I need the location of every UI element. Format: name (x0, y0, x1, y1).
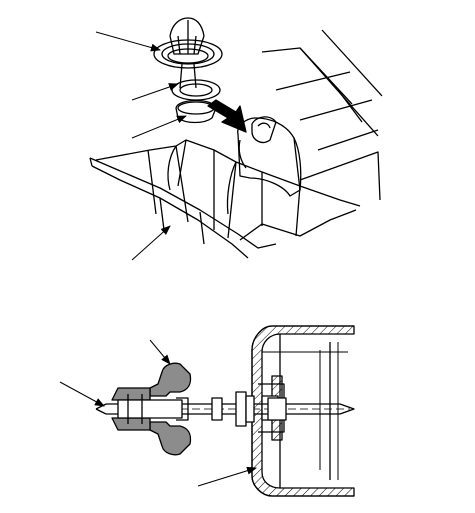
callout-leader (131, 83, 179, 101)
callout-leader (149, 339, 171, 365)
housing-section (251, 325, 355, 497)
panel-body (89, 139, 361, 259)
lower-figure (59, 325, 355, 497)
housing-panel (261, 29, 383, 201)
callout-leader (197, 466, 257, 487)
callout-leader (95, 31, 161, 52)
callout-leader (131, 225, 171, 261)
callout-leader (131, 115, 187, 139)
insertion-arrow (207, 99, 247, 133)
lower-callouts (59, 339, 257, 487)
mounting-boss (237, 116, 302, 197)
upper-figure (89, 17, 383, 261)
clip-head-section (111, 362, 192, 456)
callout-leader (59, 381, 105, 407)
upper-callouts (95, 31, 187, 261)
